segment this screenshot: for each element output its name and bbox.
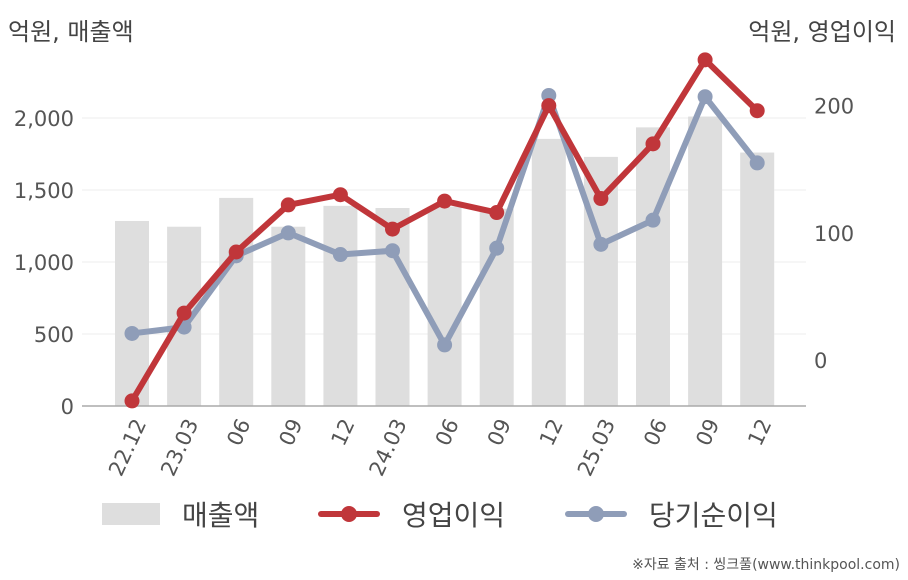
left-y-tick-label: 1,000 [14, 251, 74, 275]
revenue-bar [271, 226, 306, 406]
x-tick-label: 06 [431, 415, 464, 449]
net-income-point [489, 240, 505, 256]
legend-item-net-income: 당기순이익 [565, 494, 778, 534]
right-axis-unit-label: 억원, 영업이익 [748, 18, 896, 46]
left-y-tick-label: 0 [61, 395, 74, 419]
legend-label-operating-profit: 영업이익 [402, 499, 506, 532]
x-tick-label: 12 [535, 415, 568, 449]
x-tick-label: 09 [691, 415, 724, 449]
revenue-bar [375, 208, 410, 406]
legend-swatch-operating-profit [318, 503, 380, 525]
x-tick-label: 06 [222, 415, 255, 449]
x-tick-label: 09 [483, 415, 516, 449]
operating-profit-point [437, 193, 453, 209]
legend-label-revenue: 매출액 [182, 499, 260, 532]
operating-profit-point [280, 197, 296, 213]
x-tick-label: 06 [639, 415, 672, 449]
right-y-tick-label: 0 [814, 349, 827, 373]
revenue-bar [219, 197, 254, 406]
operating-profit-point [176, 305, 192, 321]
legend-item-revenue: 매출액 [102, 494, 259, 534]
right-y-tick-label: 100 [814, 222, 854, 246]
left-y-tick-label: 500 [34, 323, 74, 347]
x-tick-label: 12 [327, 415, 360, 449]
right-y-tick-label: 200 [814, 95, 854, 119]
revenue-bar [115, 220, 149, 406]
legend-label-net-income: 당기순이익 [649, 499, 778, 532]
operating-profit-point [489, 205, 505, 221]
source-credit: ※자료 출처 : 씽크풀(www.thinkpool.com) [632, 557, 900, 573]
revenue-bar [323, 205, 358, 406]
x-tick-label: 24.03 [365, 415, 412, 480]
left-y-tick-label: 2,000 [14, 107, 74, 131]
revenue-bar [427, 206, 462, 406]
x-tick-label: 23.03 [156, 415, 203, 480]
revenue-bar [636, 127, 670, 407]
operating-profit-point [385, 221, 400, 237]
legend-swatch-net-income [565, 503, 627, 525]
net-income-point [332, 247, 348, 263]
net-income-point [280, 225, 296, 241]
net-income-point [124, 325, 140, 341]
revenue-bar [479, 208, 514, 406]
x-tick-label: 12 [743, 415, 776, 449]
left-axis-unit-label: 억원, 매출액 [8, 18, 134, 46]
operating-profit-point [645, 136, 661, 152]
legend-item-operating-profit: 영업이익 [318, 494, 505, 534]
revenue-bar [740, 152, 775, 406]
net-income-point [697, 89, 713, 105]
legend: 매출액 영업이익 당기순이익 [0, 494, 908, 534]
profit-lines [124, 52, 765, 409]
net-income-point [749, 155, 765, 171]
legend-swatch-revenue [102, 503, 160, 525]
combo-chart: 0 500 1,000 1,500 2,000 0 100 200 22.12 23.03 06 09… [14, 52, 854, 480]
revenue-bar [688, 116, 723, 406]
net-income-point [437, 337, 453, 353]
net-income-point [593, 236, 609, 252]
operating-profit-point [228, 244, 244, 260]
x-tick-label: 22.12 [104, 415, 151, 480]
operating-profit-point [697, 52, 713, 68]
left-y-tick-label: 1,500 [14, 179, 74, 203]
operating-profit-point [593, 191, 609, 207]
operating-profit-point [541, 98, 557, 114]
net-income-point [385, 243, 400, 259]
operating-profit-point [124, 393, 140, 409]
revenue-bars [115, 116, 775, 407]
revenue-bar [531, 138, 566, 406]
operating-profit-point [749, 103, 765, 119]
net-income-point [645, 212, 661, 228]
x-tick-label: 09 [274, 415, 307, 449]
operating-profit-point [332, 187, 348, 203]
x-tick-label: 25.03 [573, 415, 620, 480]
